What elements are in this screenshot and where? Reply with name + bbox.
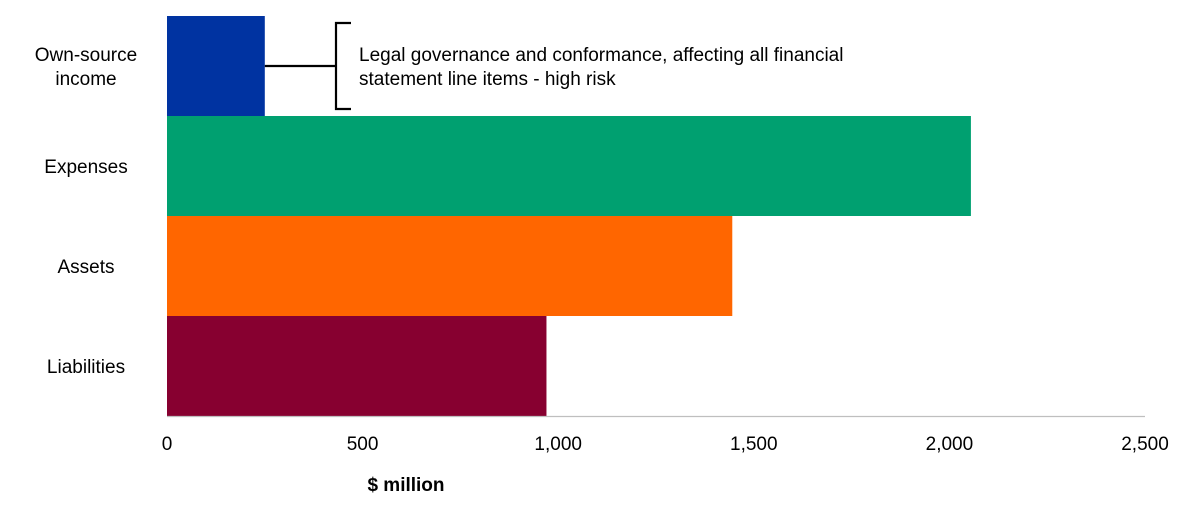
category-labels: Own-source income Expenses Assets Liabilitie… xyxy=(35,45,137,378)
annotation-bracket xyxy=(334,21,351,111)
x-tick-label-0: 0 xyxy=(162,434,173,455)
annotation-text-0: Legal governance and conformance, affect… xyxy=(359,45,843,90)
category-label-2: Assets xyxy=(57,257,114,278)
bar-0 xyxy=(167,16,265,116)
x-tick-label-2: 1,000 xyxy=(534,434,582,455)
bar-3 xyxy=(167,316,547,416)
bars-group xyxy=(167,16,971,416)
category-label-3: Liabilities xyxy=(47,357,125,378)
annotation-callout: Legal governance and conformance, affect… xyxy=(264,21,843,111)
x-tick-label-3: 1,500 xyxy=(730,434,778,455)
bar-2 xyxy=(167,216,733,316)
x-tick-label-4: 2,000 xyxy=(926,434,974,455)
x-tick-label-1: 500 xyxy=(347,434,379,455)
category-label-1: Expenses xyxy=(44,157,127,178)
category-label-0: Own-source income xyxy=(35,45,137,90)
x-tick-labels: 0 500 1,000 1,500 2,000 2,500 xyxy=(162,434,1169,455)
x-tick-label-5: 2,500 xyxy=(1121,434,1169,455)
bar-1 xyxy=(167,116,971,216)
x-axis-title: $ million xyxy=(367,475,444,496)
